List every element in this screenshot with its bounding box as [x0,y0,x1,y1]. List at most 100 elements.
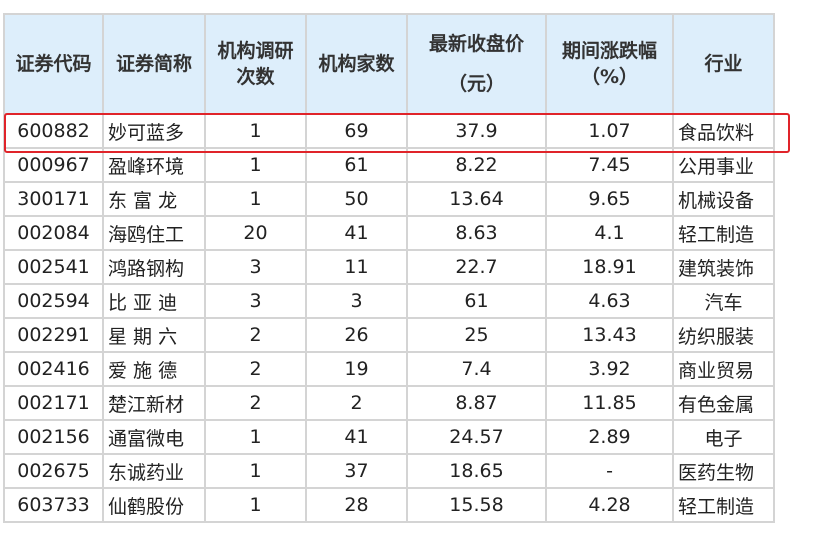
header-line1: 机构调研 [217,40,294,62]
header-line2: （%） [580,66,639,88]
header-name: 证券简称 [102,13,206,115]
cell-name: 东诚药业 [102,453,206,489]
header-line1: 期间涨跌幅 [561,40,657,62]
cell-industry: 公用事业 [672,147,775,183]
cell-name: 东 富 龙 [102,181,206,217]
header-line1: 最新收盘价 [428,33,524,55]
cell-industry: 建筑装饰 [672,249,775,285]
cell-close-price: 7.4 [406,351,547,387]
cell-name: 仙鹤股份 [102,487,206,523]
cell-code: 002675 [3,453,104,489]
cell-survey-count: 2 [204,317,307,353]
cell-name: 比 亚 迪 [102,283,206,319]
cell-close-price: 22.7 [406,249,547,285]
table-row[interactable]: 002291 星 期 六 2 26 25 13.43 纺织服装 [3,317,775,353]
cell-code: 002084 [3,215,104,251]
cell-change-pct: 13.43 [545,317,674,353]
table-row[interactable]: 600882 妙可蓝多 1 69 37.9 1.07 食品饮料 [3,113,775,149]
cell-industry: 汽车 [672,283,775,319]
highlight-box [4,113,790,153]
header-line1: 行业 [704,53,743,75]
cell-survey-count: 3 [204,249,307,285]
header-survey-count: 机构调研 次数 [204,13,307,115]
cell-institution-count: 69 [305,113,408,149]
cell-close-price: 13.64 [406,181,547,217]
table-row[interactable]: 002594 比 亚 迪 3 3 61 4.63 汽车 [3,283,775,319]
cell-industry: 食品饮料 [672,113,775,149]
cell-close-price: 8.87 [406,385,547,421]
cell-industry: 轻工制造 [672,487,775,523]
cell-name: 楚江新材 [102,385,206,421]
cell-close-price: 15.58 [406,487,547,523]
header-code: 证券代码 [3,13,104,115]
cell-institution-count: 3 [305,283,408,319]
stock-table: 证券代码 证券简称 机构调研 次数 机构家数 最新收盘价 （元） 期间涨跌幅 （%） 行业 600… [3,13,775,523]
cell-industry: 有色金属 [672,385,775,421]
cell-survey-count: 1 [204,113,307,149]
table-row[interactable]: 002084 海鸥住工 20 41 8.63 4.1 轻工制造 [3,215,775,251]
cell-code: 002156 [3,419,104,455]
cell-institution-count: 41 [305,215,408,251]
table-row[interactable]: 002156 通富微电 1 41 24.57 2.89 电子 [3,419,775,455]
cell-close-price: 61 [406,283,547,319]
cell-change-pct: - [545,453,674,489]
cell-name: 盈峰环境 [102,147,206,183]
cell-close-price: 24.57 [406,419,547,455]
header-line2: 次数 [236,66,275,88]
cell-name: 妙可蓝多 [102,113,206,149]
cell-survey-count: 1 [204,453,307,489]
cell-industry: 电子 [672,419,775,455]
cell-close-price: 18.65 [406,453,547,489]
table-row[interactable]: 300171 东 富 龙 1 50 13.64 9.65 机械设备 [3,181,775,217]
table-row[interactable]: 002541 鸿路钢构 3 11 22.7 18.91 建筑装饰 [3,249,775,285]
cell-industry: 商业贸易 [672,351,775,387]
cell-name: 鸿路钢构 [102,249,206,285]
cell-institution-count: 61 [305,147,408,183]
cell-change-pct: 7.45 [545,147,674,183]
cell-close-price: 25 [406,317,547,353]
header-line1: 证券代码 [15,53,92,75]
cell-survey-count: 20 [204,215,307,251]
cell-institution-count: 28 [305,487,408,523]
cell-change-pct: 3.92 [545,351,674,387]
table-row[interactable]: 002416 爱 施 德 2 19 7.4 3.92 商业贸易 [3,351,775,387]
header-line2: （元） [447,73,505,95]
cell-code: 002171 [3,385,104,421]
table-row[interactable]: 002675 东诚药业 1 37 18.65- 医药生物 [3,453,775,489]
cell-survey-count: 1 [204,147,307,183]
table-row[interactable]: 002171 楚江新材 2 2 8.87 11.85 有色金属 [3,385,775,421]
cell-survey-count: 2 [204,351,307,387]
cell-survey-count: 3 [204,283,307,319]
cell-institution-count: 26 [305,317,408,353]
cell-industry: 轻工制造 [672,215,775,251]
header-institution-count: 机构家数 [305,13,408,115]
cell-code: 600882 [3,113,104,149]
cell-code: 002594 [3,283,104,319]
cell-change-pct: 11.85 [545,385,674,421]
cell-survey-count: 2 [204,385,307,421]
cell-name: 星 期 六 [102,317,206,353]
header-industry: 行业 [672,13,775,115]
cell-industry: 纺织服装 [672,317,775,353]
cell-name: 通富微电 [102,419,206,455]
cell-name: 海鸥住工 [102,215,206,251]
cell-close-price: 8.63 [406,215,547,251]
header-line1: 机构家数 [318,53,395,75]
cell-change-pct: 2.89 [545,419,674,455]
cell-change-pct: 18.91 [545,249,674,285]
cell-industry: 医药生物 [672,453,775,489]
cell-code: 000967 [3,147,104,183]
cell-close-price: 37.9 [406,113,547,149]
table-row[interactable]: 603733 仙鹤股份 1 28 15.58 4.28 轻工制造 [3,487,775,523]
cell-institution-count: 11 [305,249,408,285]
header-row: 证券代码 证券简称 机构调研 次数 机构家数 最新收盘价 （元） 期间涨跌幅 （%） 行业 [3,13,775,115]
header-change-pct: 期间涨跌幅 （%） [545,13,674,115]
table-row[interactable]: 000967 盈峰环境 1 61 8.22 7.45 公用事业 [3,147,775,183]
cell-change-pct: 4.28 [545,487,674,523]
cell-code: 002416 [3,351,104,387]
cell-code: 002541 [3,249,104,285]
cell-institution-count: 19 [305,351,408,387]
cell-institution-count: 2 [305,385,408,421]
header-close-price: 最新收盘价 （元） [406,13,547,115]
header-line1: 证券简称 [115,53,192,75]
